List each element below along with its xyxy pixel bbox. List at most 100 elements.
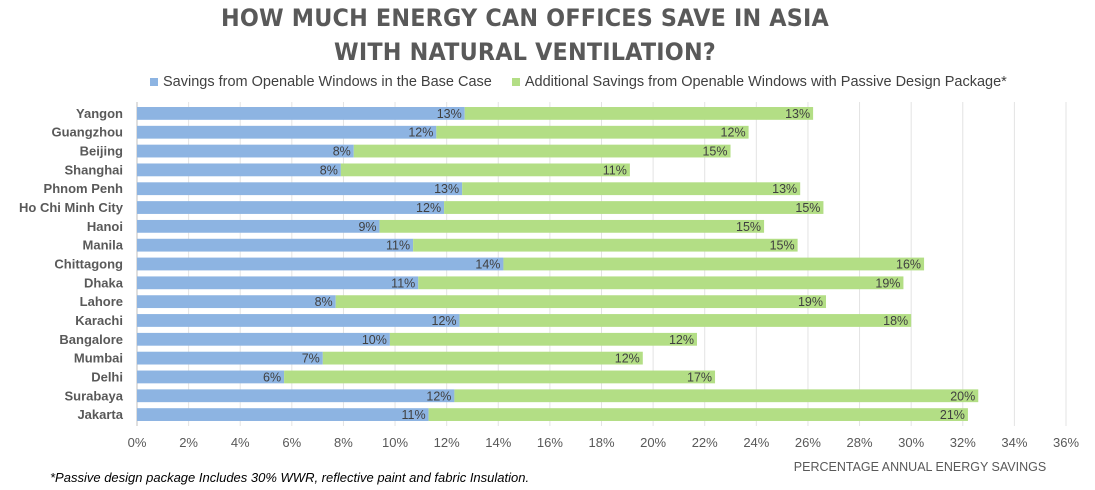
category-label: Delhi xyxy=(91,369,123,384)
data-label: 11% xyxy=(603,163,627,177)
bar-passive-design xyxy=(389,332,697,346)
data-label: 9% xyxy=(358,220,376,234)
bar-passive-design xyxy=(284,370,716,384)
x-tick-label: 28% xyxy=(847,435,873,450)
data-label: 15% xyxy=(702,145,727,159)
x-axis-title: PERCENTAGE ANNUAL ENERGY SAVINGS xyxy=(794,460,1046,474)
bar-passive-design xyxy=(462,182,801,196)
data-label: 13% xyxy=(434,182,459,196)
legend-swatch-passive-design xyxy=(511,78,520,86)
data-label: 12% xyxy=(416,201,441,215)
bar-base-case xyxy=(137,238,414,252)
legend-label-passive-design: Additional Savings from Openable Windows… xyxy=(524,74,1007,90)
legend-label-base-case: Savings from Openable Windows in the Bas… xyxy=(163,74,492,90)
x-tick-label: 34% xyxy=(1001,435,1027,450)
bar-passive-design xyxy=(503,257,925,271)
x-tick-label: 6% xyxy=(282,435,301,450)
category-labels: Yangon Guangzhou Beijing Shanghai Phnom Penh… xyxy=(19,106,124,422)
data-label: 13% xyxy=(772,182,797,196)
x-tick-label: 2% xyxy=(179,435,198,450)
data-label: 12% xyxy=(669,333,694,347)
bar-passive-design xyxy=(353,144,731,158)
bar-base-case xyxy=(137,276,419,290)
bar-passive-design xyxy=(335,295,827,309)
category-label: Beijing xyxy=(80,144,123,159)
data-label: 16% xyxy=(896,258,921,272)
bar-passive-design xyxy=(464,107,814,120)
data-label: 17% xyxy=(687,370,712,384)
bar-passive-design xyxy=(436,125,749,139)
data-label: 13% xyxy=(437,107,462,121)
data-label: 7% xyxy=(302,352,320,366)
data-label: 20% xyxy=(950,389,975,403)
data-label: 21% xyxy=(940,408,965,422)
x-tick-label: 24% xyxy=(743,435,769,450)
x-tick-label: 20% xyxy=(640,435,666,450)
legend-item-passive-design: Additional Savings from Openable Windows… xyxy=(511,74,1007,90)
data-label: 8% xyxy=(333,145,351,159)
bars: 13% 13% 12% 12% 8% 15% 8% 11% 13% 13% 12% 15% 9% 15% 1… xyxy=(137,107,979,422)
data-label: 8% xyxy=(315,295,333,309)
data-label: 10% xyxy=(362,333,387,347)
bar-base-case xyxy=(137,219,380,233)
bar-base-case xyxy=(137,389,455,403)
category-label: Chittagong xyxy=(54,257,123,272)
data-label: 12% xyxy=(408,126,433,140)
x-tick-label: 26% xyxy=(795,435,821,450)
bar-passive-design xyxy=(340,163,630,177)
legend-item-base-case: Savings from Openable Windows in the Bas… xyxy=(150,74,492,90)
category-label: Jakarta xyxy=(77,407,123,422)
x-tick-label: 0% xyxy=(128,435,147,450)
bar-passive-design xyxy=(322,351,643,365)
category-label: Manila xyxy=(83,238,124,253)
x-tick-label: 16% xyxy=(537,435,563,450)
bar-base-case xyxy=(137,257,504,271)
data-label: 15% xyxy=(770,239,795,253)
x-tick-label: 36% xyxy=(1053,435,1079,450)
bar-base-case xyxy=(137,408,429,421)
bar-base-case xyxy=(137,201,445,214)
bar-base-case xyxy=(137,144,354,158)
x-tick-label: 30% xyxy=(898,435,924,450)
category-label: Dhaka xyxy=(84,275,124,290)
x-tick-label: 32% xyxy=(950,435,976,450)
category-label: Mumbai xyxy=(74,351,123,366)
bar-base-case xyxy=(137,163,341,177)
category-label: Surabaya xyxy=(64,388,123,403)
x-axis-tick-labels: 0% 2% 4% 6% 8% 10% 12% 14% 16% 18% 20% 22% 24% 26% 28%… xyxy=(128,435,1080,450)
data-label: 14% xyxy=(475,258,500,272)
data-label: 12% xyxy=(426,389,451,403)
data-label: 12% xyxy=(615,352,640,366)
bar-passive-design xyxy=(428,408,968,421)
footnote: *Passive design package Includes 30% WWR… xyxy=(50,470,530,485)
data-label: 11% xyxy=(386,239,410,253)
x-tick-label: 14% xyxy=(485,435,511,450)
data-label: 18% xyxy=(883,314,908,328)
bar-base-case xyxy=(137,332,390,346)
category-label: Yangon xyxy=(76,106,123,121)
data-label: 12% xyxy=(721,126,746,140)
bar-passive-design xyxy=(454,389,979,403)
category-label: Ho Chi Minh City xyxy=(19,200,124,215)
data-label: 15% xyxy=(736,220,761,234)
category-label: Lahore xyxy=(80,294,123,309)
chart-title-line-1: HOW MUCH ENERGY CAN OFFICES SAVE IN ASIA xyxy=(221,4,829,32)
bar-base-case xyxy=(137,107,465,120)
x-tick-label: 4% xyxy=(231,435,250,450)
data-label: 12% xyxy=(432,314,457,328)
data-label: 19% xyxy=(875,276,900,290)
x-tick-label: 8% xyxy=(334,435,353,450)
data-label: 13% xyxy=(785,107,810,121)
category-label: Shanghai xyxy=(64,162,123,177)
legend-swatch-base-case xyxy=(150,78,158,86)
bar-passive-design xyxy=(379,219,765,233)
category-label: Hanoi xyxy=(87,219,123,234)
x-tick-label: 18% xyxy=(588,435,614,450)
data-label: 11% xyxy=(391,276,415,290)
bar-base-case xyxy=(137,182,463,196)
bar-passive-design xyxy=(444,201,824,214)
bar-base-case xyxy=(137,351,323,365)
bar-base-case xyxy=(137,314,460,327)
bar-passive-design xyxy=(418,276,904,290)
